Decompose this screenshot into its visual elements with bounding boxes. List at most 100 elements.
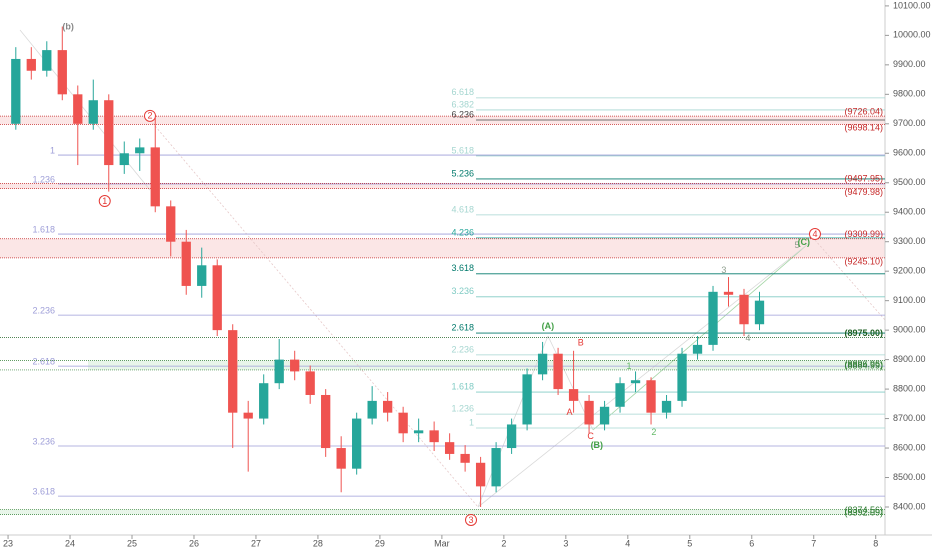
candle-body (228, 330, 238, 413)
wave-label: (b) (62, 22, 74, 32)
candle-body (11, 58, 21, 124)
price-tag: (8975.00) (844, 328, 883, 338)
fib-label: 2.618 (32, 356, 55, 366)
fib-label: 1 (50, 145, 55, 155)
fib-label: 6.382 (451, 99, 474, 109)
y-tick-label: 8900.00 (893, 354, 926, 364)
price-tag: (9726.04) (844, 107, 883, 117)
candle-body (568, 389, 579, 401)
x-tick-label: 4 (625, 538, 630, 548)
candle-body (537, 353, 548, 375)
fib-label: 2.618 (451, 322, 474, 332)
y-tick-label: 8500.00 (893, 472, 926, 482)
x-tick-label: 2 (501, 538, 506, 548)
y-tick-label: 9600.00 (893, 148, 926, 158)
wave-label: A (567, 407, 573, 417)
candle-body (413, 430, 424, 434)
fib-label: 3.618 (32, 486, 55, 496)
x-tick-label: 6 (749, 538, 754, 548)
candle-body (491, 448, 501, 487)
y-tick-label: 10000.00 (893, 30, 931, 40)
candle-body (243, 412, 253, 419)
x-tick-label: 27 (251, 538, 261, 548)
price-tag: (9245.10) (844, 256, 883, 266)
candle-body (599, 406, 610, 425)
x-tick-label: 24 (65, 538, 75, 548)
candle-body (73, 94, 83, 124)
y-tick-label: 9000.00 (893, 325, 926, 335)
price-tag: (9497.95) (844, 174, 883, 184)
x-tick-label: 25 (127, 538, 137, 548)
y-tick-label: 9700.00 (893, 118, 926, 128)
wave-circle (98, 195, 111, 208)
x-tick-label: 3 (563, 538, 568, 548)
wave-line (592, 243, 809, 431)
candle-body (104, 100, 114, 166)
wave-line (149, 119, 479, 508)
price-tag: (8864.99) (844, 360, 883, 370)
candle-body (57, 50, 67, 95)
candle-body (584, 400, 594, 425)
fib-label: 1.618 (32, 224, 55, 234)
candle-body (506, 424, 517, 449)
wave-line (477, 335, 549, 508)
x-tick-label: 23 (3, 538, 13, 548)
candle-body (615, 383, 625, 407)
candle-body (739, 294, 749, 325)
candle-body (444, 442, 455, 454)
candle-body (475, 462, 486, 487)
wave-label: B (578, 338, 584, 348)
candle-body (150, 147, 160, 207)
fib-label: 1 (469, 417, 474, 427)
candle-body (212, 265, 222, 331)
wave-label: 1 (102, 196, 107, 206)
candle-body (646, 380, 656, 413)
candle-body (336, 448, 346, 469)
y-tick-label: 8600.00 (893, 442, 926, 452)
x-tick-label: 28 (313, 538, 323, 548)
y-tick-label: 9800.00 (893, 89, 926, 99)
x-tick-label: 26 (189, 538, 199, 548)
candle-body (197, 265, 207, 286)
wave-circle (143, 109, 156, 122)
price-zone (88, 360, 885, 370)
candle-body (305, 371, 315, 395)
fib-label: 1.236 (32, 174, 55, 184)
fib-label: 2.236 (32, 305, 55, 315)
candle-body (429, 430, 439, 443)
candle-body (367, 400, 377, 419)
wave-label: (C) (798, 237, 811, 247)
wave-label: 3 (469, 515, 474, 525)
candle-body (553, 353, 563, 390)
wave-line (814, 239, 886, 321)
candle-body (166, 206, 176, 242)
fib-label: 3.236 (32, 436, 55, 446)
wave-circle (808, 228, 821, 241)
fib-label: 3.618 (451, 263, 474, 273)
candle-body (522, 374, 532, 425)
candle-body (274, 359, 284, 384)
wave-label: 5 (794, 240, 799, 250)
x-tick-label: Mar (434, 538, 450, 548)
fib-label: 1.236 (451, 404, 474, 414)
y-tick-label: 10100.00 (893, 0, 931, 10)
price-zone (0, 116, 885, 125)
y-tick-label: 8700.00 (893, 413, 926, 423)
x-tick-label: 29 (375, 538, 385, 548)
fib-label: 6.236 (451, 109, 474, 119)
price-zone (0, 183, 885, 189)
wave-label: (A) (542, 321, 555, 331)
y-tick-label: 9500.00 (893, 177, 926, 187)
zones (0, 116, 885, 515)
candle-body (259, 383, 269, 419)
fib-label: 5.236 (451, 168, 474, 178)
y-tick-label: 8400.00 (893, 501, 926, 511)
wave-circle (465, 513, 478, 526)
y-tick-label: 9200.00 (893, 266, 926, 276)
candle-body (708, 291, 718, 345)
price-zone (0, 238, 885, 258)
price-tag: (9479.98) (844, 187, 883, 197)
candle-body (754, 300, 765, 325)
